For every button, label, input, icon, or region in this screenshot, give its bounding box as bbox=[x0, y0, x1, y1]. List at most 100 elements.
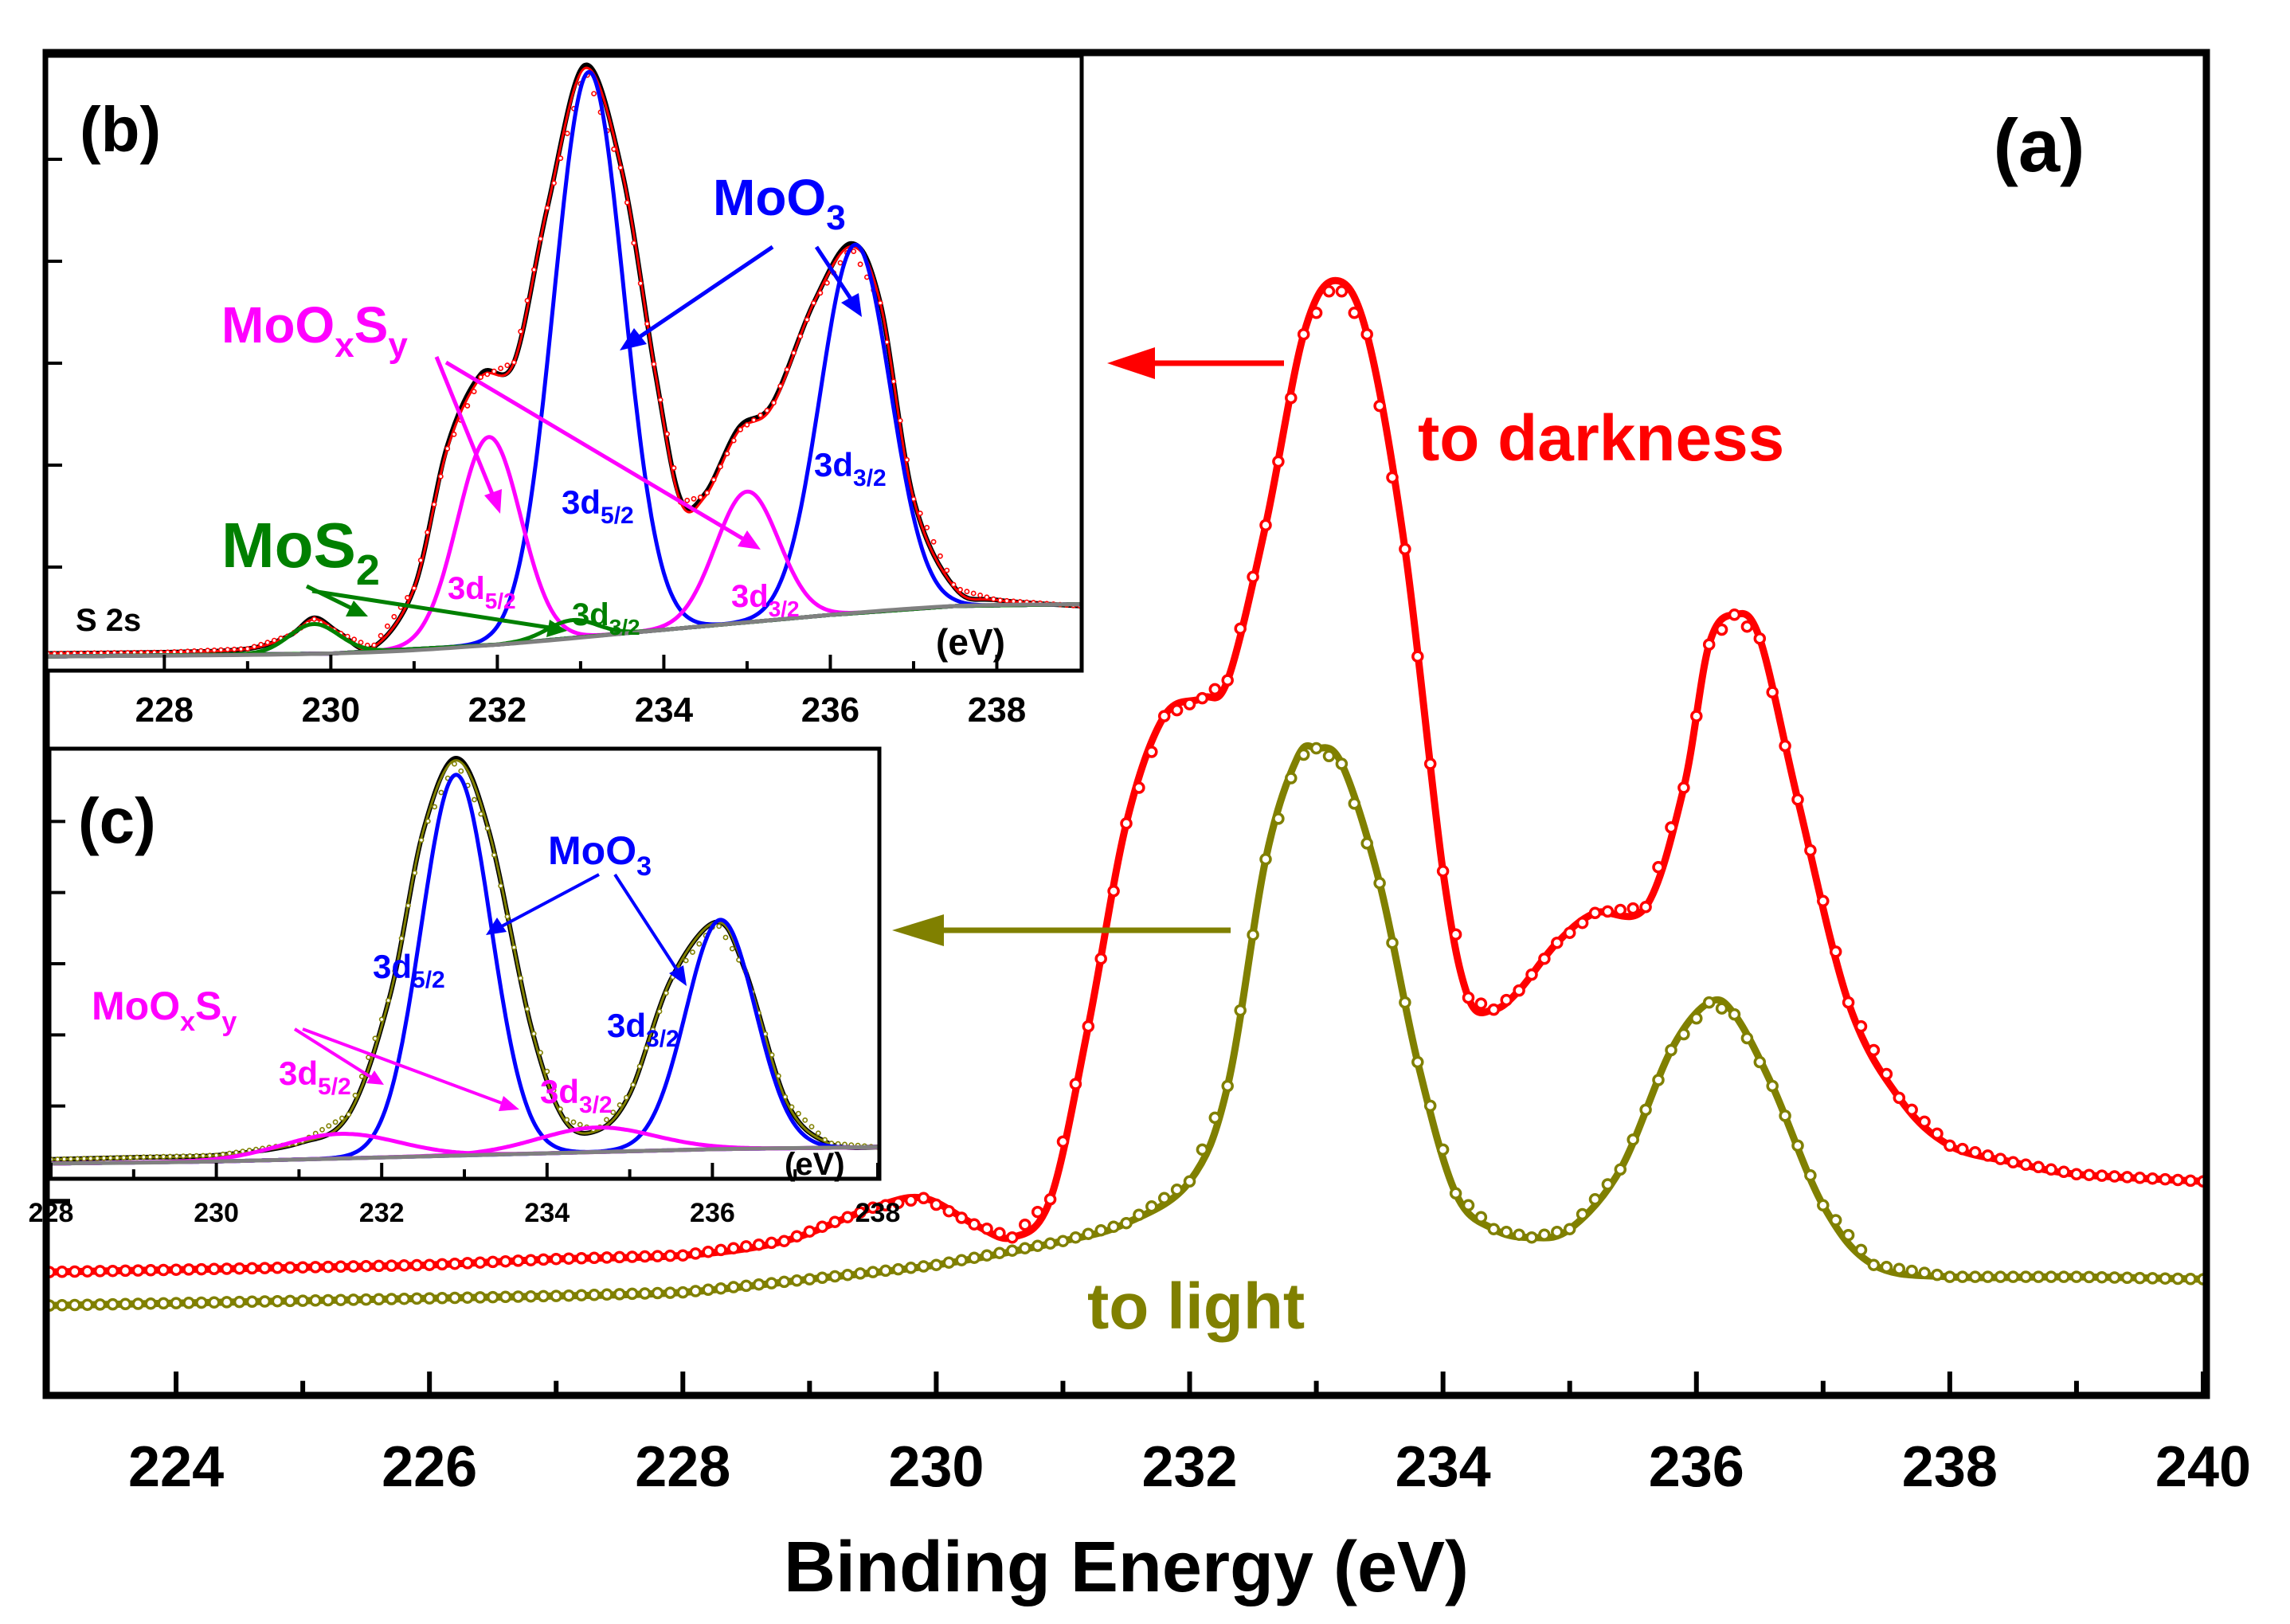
main-series-marker bbox=[1956, 1142, 1969, 1156]
inset-c-envelope-marker bbox=[412, 870, 418, 876]
inset-b-envelope-marker bbox=[478, 374, 483, 380]
inset-b-envelope-marker bbox=[950, 581, 957, 588]
inset-b-envelope-marker bbox=[644, 321, 650, 327]
main-series-marker bbox=[1791, 1139, 1804, 1152]
inset-b-envelope-marker bbox=[624, 199, 630, 205]
main-series-marker bbox=[397, 1259, 411, 1272]
inset-c-envelope-marker bbox=[802, 1117, 808, 1123]
main-series-marker bbox=[195, 1296, 208, 1309]
main-series-marker bbox=[1614, 903, 1627, 917]
main-series-marker bbox=[1297, 748, 1310, 761]
inset-b-moo3-3d32-label: 3d3/2 bbox=[814, 446, 887, 491]
main-series-marker bbox=[2146, 1172, 2159, 1185]
inset-c-envelope-marker bbox=[200, 1152, 206, 1159]
inset-b-moo3-arrow-1-head bbox=[620, 328, 647, 350]
main-series-marker bbox=[499, 1254, 512, 1268]
main-x-tick-label: 232 bbox=[1141, 1435, 1237, 1499]
main-series-marker bbox=[1031, 1205, 1044, 1219]
inset-b-envelope-marker bbox=[724, 451, 730, 456]
inset-c-envelope-marker bbox=[74, 1156, 80, 1162]
inset-b-envelope-marker bbox=[351, 636, 357, 643]
inset-b-x-tick-label: 228 bbox=[135, 691, 194, 730]
main-series-marker bbox=[1360, 327, 1373, 341]
main-series-marker bbox=[1259, 519, 1272, 532]
main-series-marker bbox=[524, 1289, 538, 1303]
inset-b-envelope-marker bbox=[417, 558, 424, 563]
main-series-marker bbox=[1614, 1163, 1627, 1176]
inset-c-unit-label: (eV) bbox=[785, 1147, 845, 1182]
main-series-marker bbox=[2019, 1158, 2033, 1172]
main-series-marker bbox=[1842, 996, 1855, 1009]
inset-c-envelope-marker bbox=[226, 1150, 233, 1156]
inset-b-mos2-3d32-label: 3d3/2 bbox=[572, 597, 640, 640]
inset-c-moxsy-arrow-1 bbox=[293, 1027, 372, 1078]
inset-c-moo3-arrow-2-head bbox=[669, 965, 687, 986]
main-series-marker bbox=[2108, 1271, 2121, 1284]
main-series-marker bbox=[1094, 952, 1107, 965]
inset-c-envelope-marker bbox=[378, 1016, 385, 1023]
main-series-marker bbox=[981, 1249, 993, 1262]
main-series-marker bbox=[284, 1294, 296, 1308]
inset-c-envelope-marker bbox=[478, 811, 484, 817]
main-series-marker bbox=[1221, 1079, 1234, 1093]
main-series-marker bbox=[1968, 1270, 1982, 1283]
main-series-marker bbox=[1145, 1200, 1158, 1213]
main-series-marker bbox=[891, 1196, 905, 1210]
main-series-marker bbox=[1880, 1067, 1893, 1081]
inset-b-ticks bbox=[48, 158, 999, 669]
inset-b-envelope-marker bbox=[405, 595, 410, 601]
inset-b-envelope-marker bbox=[217, 647, 224, 653]
main-series-marker bbox=[1905, 1264, 1918, 1278]
main-series-marker bbox=[1601, 905, 1615, 918]
inset-b-envelope-marker bbox=[617, 165, 624, 170]
inset-b-envelope-marker bbox=[664, 431, 670, 437]
main-series-marker bbox=[1449, 1187, 1462, 1200]
main-series-marker bbox=[2070, 1168, 2083, 1181]
main-series-marker bbox=[752, 1278, 765, 1291]
main-series-marker bbox=[2019, 1270, 2033, 1283]
inset-c-envelope-marker bbox=[194, 1152, 200, 1159]
main-series-marker bbox=[702, 1245, 714, 1258]
main-series-marker bbox=[2096, 1270, 2108, 1284]
inset-b-envelope-marker bbox=[851, 248, 857, 254]
inset-b-envelope-marker bbox=[411, 585, 417, 591]
inset-b-envelope-marker bbox=[891, 378, 897, 385]
inset-c-envelope-marker bbox=[776, 1073, 781, 1079]
main-series-marker bbox=[1677, 781, 1690, 794]
main-series-marker bbox=[1208, 1111, 1222, 1125]
inset-b-envelope-marker bbox=[198, 648, 204, 654]
inset-b-envelope-marker bbox=[544, 205, 550, 211]
inset-c-envelope-marker bbox=[808, 1124, 815, 1129]
inset-c-envelope-marker bbox=[213, 1152, 219, 1158]
inset-c-envelope-marker bbox=[120, 1155, 127, 1160]
inset-c-envelope-marker bbox=[782, 1094, 789, 1100]
main-series-marker bbox=[474, 1291, 487, 1304]
inset-b-envelope-marker bbox=[238, 646, 244, 652]
inset-b-envelope-marker bbox=[211, 648, 217, 653]
main-series-marker bbox=[752, 1238, 765, 1251]
main-series-marker bbox=[2133, 1172, 2147, 1184]
inset-b-envelope-marker bbox=[744, 421, 750, 428]
main-x-tick-label: 228 bbox=[635, 1435, 730, 1499]
inset-b-envelope-marker bbox=[657, 397, 664, 403]
main-series-marker bbox=[80, 1298, 94, 1311]
main-series-marker bbox=[1019, 1242, 1031, 1254]
inset-c-envelope-marker bbox=[174, 1153, 180, 1160]
main-series-marker bbox=[1829, 1214, 1842, 1227]
inset-b-envelope-marker bbox=[651, 361, 657, 367]
main-series-marker bbox=[714, 1282, 727, 1295]
panel-b-label: (b) bbox=[80, 94, 161, 165]
main-series-marker bbox=[1487, 1003, 1501, 1016]
main-series-marker bbox=[1462, 991, 1475, 1004]
main-series-marker bbox=[1968, 1145, 1982, 1159]
inset-b-envelope-marker bbox=[804, 316, 810, 323]
main-series-marker bbox=[790, 1274, 804, 1287]
main-series-marker bbox=[208, 1296, 221, 1309]
inset-b-envelope-marker bbox=[205, 648, 211, 654]
main-series-marker bbox=[271, 1294, 284, 1308]
inset-c-envelope-marker bbox=[68, 1156, 74, 1162]
inset-c-envelope-marker bbox=[491, 852, 497, 858]
inset-b-envelope-marker bbox=[264, 640, 271, 646]
inset-c-x-tick-label: 230 bbox=[194, 1198, 239, 1228]
main-series-marker bbox=[423, 1258, 436, 1271]
